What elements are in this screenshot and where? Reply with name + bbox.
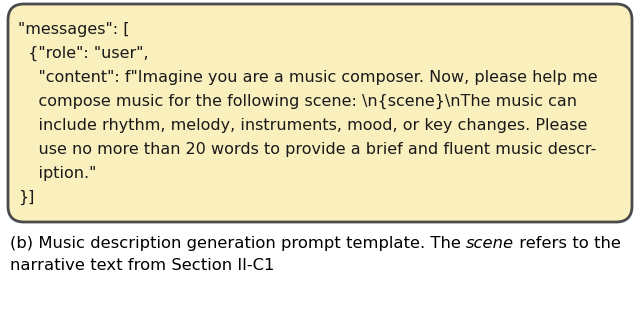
- Text: scene: scene: [466, 236, 515, 251]
- Text: refers to the: refers to the: [515, 236, 621, 251]
- Text: use no more than 20 words to provide a brief and fluent music descr-: use no more than 20 words to provide a b…: [18, 142, 596, 157]
- Text: "content": f"Imagine you are a music composer. Now, please help me: "content": f"Imagine you are a music com…: [18, 70, 598, 85]
- Text: include rhythm, melody, instruments, mood, or key changes. Please: include rhythm, melody, instruments, moo…: [18, 118, 588, 133]
- Text: (b) Music description generation prompt template. The: (b) Music description generation prompt …: [10, 236, 466, 251]
- Text: "messages": [: "messages": [: [18, 22, 129, 37]
- Text: iption.": iption.": [18, 166, 97, 181]
- Text: narrative text from Section II-C1: narrative text from Section II-C1: [10, 258, 275, 273]
- Text: }]: }]: [18, 190, 35, 205]
- Text: {"role": "user",: {"role": "user",: [18, 46, 148, 61]
- FancyBboxPatch shape: [8, 4, 632, 222]
- Text: compose music for the following scene: \n{scene}\nThe music can: compose music for the following scene: \…: [18, 94, 577, 109]
